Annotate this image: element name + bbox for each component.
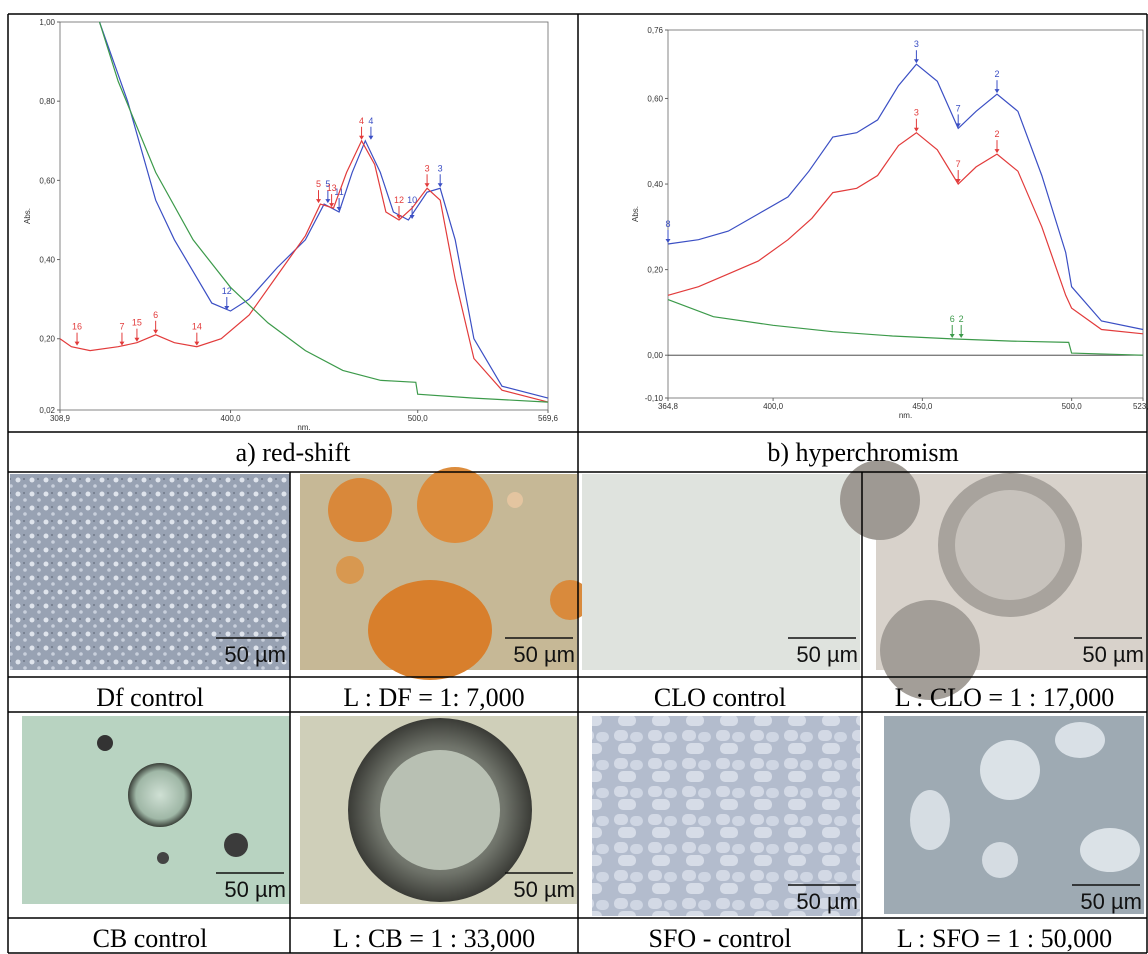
scale-bar-label: 50 µm xyxy=(224,642,286,667)
caption: a) red-shift xyxy=(236,438,352,467)
y-tick-label: 0,60 xyxy=(39,176,55,185)
peak-arrowhead xyxy=(134,338,139,342)
peak-label: 4 xyxy=(368,116,373,126)
micrograph xyxy=(582,474,860,670)
peak-arrowhead xyxy=(153,330,158,334)
scale-bar-label: 50 µm xyxy=(513,877,575,902)
peak-label: 7 xyxy=(119,322,124,332)
spectrum-line xyxy=(60,141,548,402)
peak-arrowhead xyxy=(950,334,955,338)
spectrum-line xyxy=(668,64,1143,329)
panel-caption: L : CB = 1 : 33,000 xyxy=(333,924,535,953)
peak-arrowhead xyxy=(666,239,671,243)
scale-bar-label: 50 µm xyxy=(513,642,575,667)
y-tick-label: 0,60 xyxy=(647,94,663,103)
panel-caption: CB control xyxy=(93,924,208,953)
y-tick-label: 0,40 xyxy=(647,180,663,189)
y-tick-label: 0,20 xyxy=(39,335,55,344)
panel-caption: Df control xyxy=(96,683,204,712)
x-tick-label: 500,0 xyxy=(1062,402,1083,411)
scale-bar-label: 50 µm xyxy=(796,889,858,914)
y-tick-label: 0,76 xyxy=(647,26,663,35)
peak-label: 2 xyxy=(959,314,964,324)
peak-label: 3 xyxy=(914,108,919,118)
peak-label: 13 xyxy=(327,183,337,193)
scale-bar-label: 50 µm xyxy=(224,877,286,902)
peak-label: 2 xyxy=(994,129,999,139)
peak-arrowhead xyxy=(75,342,80,346)
spectrum-line xyxy=(100,22,549,398)
panel-caption: L : CLO = 1 : 17,000 xyxy=(895,683,1115,712)
x-tick-label: 500,0 xyxy=(408,414,429,423)
peak-label: 6 xyxy=(153,310,158,320)
peak-arrowhead xyxy=(316,199,321,203)
x-tick-label: 400,0 xyxy=(221,414,242,423)
y-tick-label: 0,80 xyxy=(39,97,55,106)
plot-frame xyxy=(60,22,548,410)
peak-arrowhead xyxy=(194,342,199,346)
peak-arrowhead xyxy=(914,59,919,63)
spectrum-line xyxy=(668,133,1143,334)
y-axis-label: Abs. xyxy=(631,206,640,222)
x-axis-label: nm. xyxy=(899,411,912,420)
spectrum-line xyxy=(100,22,549,402)
peak-label: 5 xyxy=(316,179,321,189)
y-tick-label: 0,40 xyxy=(39,256,55,265)
panel-caption: L : DF = 1: 7,000 xyxy=(343,683,524,712)
panel-caption: CLO control xyxy=(654,683,786,712)
peak-label: 4 xyxy=(359,116,364,126)
x-tick-label: 450,0 xyxy=(912,402,933,411)
peak-label: 7 xyxy=(956,103,961,113)
x-tick-label: 364,8 xyxy=(658,402,679,411)
peak-arrowhead xyxy=(959,334,964,338)
panel-caption: L : SFO = 1 : 50,000 xyxy=(897,924,1112,953)
peak-arrowhead xyxy=(425,183,430,187)
peak-arrowhead xyxy=(995,89,1000,93)
peak-label: 2 xyxy=(994,69,999,79)
peak-label: 6 xyxy=(950,314,955,324)
x-tick-label: 400,0 xyxy=(763,402,784,411)
micrograph xyxy=(22,716,290,904)
peak-arrowhead xyxy=(995,149,1000,153)
y-axis-label: Abs. xyxy=(23,208,32,224)
peak-arrowhead xyxy=(438,183,443,187)
peak-label: 15 xyxy=(132,318,142,328)
x-tick-label: 569,6 xyxy=(538,414,559,423)
peak-arrowhead xyxy=(359,136,364,140)
peak-arrowhead xyxy=(325,199,330,203)
peak-label: 3 xyxy=(438,163,443,173)
panel-caption: SFO - control xyxy=(649,924,792,953)
caption: b) hyperchromism xyxy=(767,438,958,467)
micrograph xyxy=(300,716,577,904)
y-tick-label: 1,00 xyxy=(39,18,55,27)
plot-frame xyxy=(668,30,1143,398)
peak-label: 16 xyxy=(72,322,82,332)
y-tick-label: 0,20 xyxy=(647,266,663,275)
scale-bar-label: 50 µm xyxy=(796,642,858,667)
scale-bar-label: 50 µm xyxy=(1082,642,1144,667)
peak-label: 3 xyxy=(425,163,430,173)
peak-label: 8 xyxy=(665,219,670,229)
peak-label: 7 xyxy=(956,159,961,169)
x-axis-label: nm. xyxy=(297,423,310,432)
peak-arrowhead xyxy=(224,306,229,310)
peak-label: 12 xyxy=(394,195,404,205)
x-tick-label: 308,9 xyxy=(50,414,71,423)
scale-bar-label: 50 µm xyxy=(1080,889,1142,914)
y-tick-label: 0,00 xyxy=(647,351,663,360)
peak-arrowhead xyxy=(368,136,373,140)
peak-arrowhead xyxy=(914,128,919,132)
micrograph xyxy=(592,716,860,916)
x-tick-label: 523,9 xyxy=(1133,402,1148,411)
peak-label: 14 xyxy=(192,322,202,332)
figure: 0,020,200,400,600,801,00308,9400,0500,05… xyxy=(0,0,1148,954)
micrograph xyxy=(10,474,290,670)
peak-label: 3 xyxy=(914,39,919,49)
